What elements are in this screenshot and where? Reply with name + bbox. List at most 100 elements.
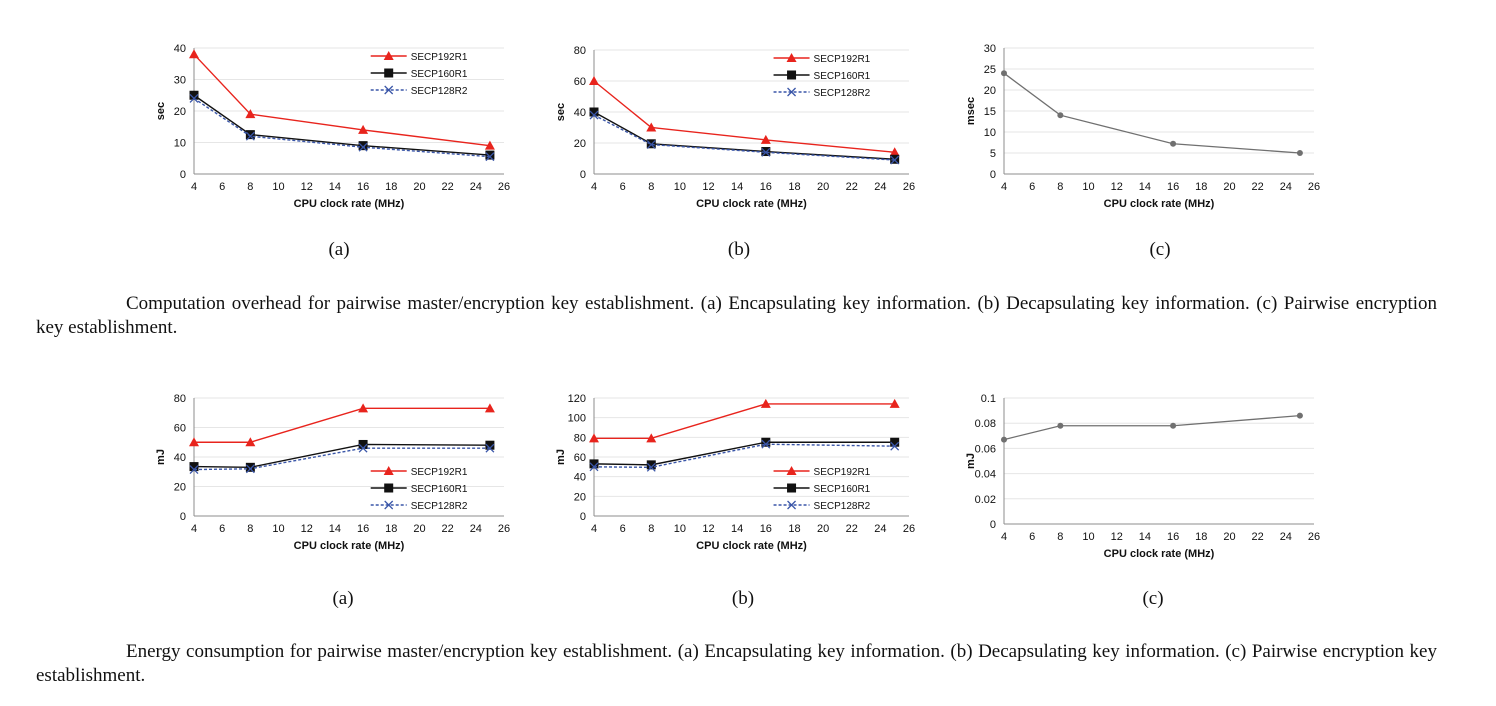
subfigure-label-fig2a: (a) bbox=[332, 588, 354, 609]
legend-label: SECP192R1 bbox=[814, 54, 871, 65]
y-tick-label: 80 bbox=[574, 432, 586, 444]
series-line-secp160r1 bbox=[193, 94, 490, 156]
series-line-series-0 bbox=[1003, 72, 1300, 154]
marker-stroke bbox=[646, 140, 656, 150]
y-axis-title: sec bbox=[155, 102, 167, 120]
marker-stroke bbox=[358, 443, 368, 453]
x-axis-title: CPU clock rate (MHz) bbox=[1104, 198, 1215, 210]
marker-stroke bbox=[358, 142, 368, 152]
y-tick-label: 0 bbox=[990, 519, 996, 531]
data-point bbox=[485, 150, 495, 160]
x-tick-label: 14 bbox=[1139, 531, 1151, 543]
data-point bbox=[245, 130, 255, 140]
x-tick-label: 4 bbox=[191, 181, 197, 193]
data-point bbox=[189, 437, 199, 447]
chart-svg: 0 20 40 60 80 100 120 4 6 8 10 12 14 16 18 20 22 24 26 CPU … bbox=[555, 393, 915, 552]
data-point bbox=[589, 107, 599, 117]
data-point bbox=[589, 76, 599, 85]
chart-fig1c: 0 5 10 15 20 25 30 4 6 8 10 12 14 16 18 20 22 24 26 CPU clo… bbox=[960, 36, 1320, 226]
data-point bbox=[1170, 422, 1177, 429]
marker-stroke bbox=[646, 462, 656, 472]
y-tick-label: 20 bbox=[174, 106, 186, 118]
subfigure-label-fig1b: (b) bbox=[727, 239, 751, 260]
legend-marker bbox=[786, 53, 797, 62]
x-tick-label: 16 bbox=[1167, 531, 1179, 543]
data-point bbox=[646, 462, 656, 472]
x-tick-label: 8 bbox=[1057, 181, 1063, 193]
legend-label: SECP128R2 bbox=[411, 86, 468, 97]
x-tick-label: 22 bbox=[846, 181, 858, 193]
legend-marker bbox=[787, 483, 797, 493]
data-point bbox=[646, 140, 656, 150]
subfigure-label-fig1c: (c) bbox=[1149, 239, 1171, 260]
chart-fig1b: 0 20 40 60 80 4 6 8 10 12 14 16 18 20 22 24 26 CPU clock … bbox=[550, 38, 915, 226]
y-tick-label: 10 bbox=[984, 127, 996, 139]
x-tick-label: 18 bbox=[385, 181, 397, 193]
data-point bbox=[484, 403, 495, 413]
y-tick-label: 120 bbox=[568, 393, 586, 405]
x-tick-label: 10 bbox=[272, 181, 284, 193]
chart-fig1a: 0 10 20 30 40 4 6 8 10 12 14 16 18 20 22 24 26 CPU clock … bbox=[150, 36, 510, 226]
legend-label: SECP192R1 bbox=[814, 467, 871, 478]
marker-stroke bbox=[485, 152, 495, 162]
legend-label: SECP192R1 bbox=[411, 467, 468, 478]
x-tick-label: 12 bbox=[301, 181, 313, 193]
chart-fig2a: 0 20 40 60 80 4 6 8 10 12 14 16 18 20 22 24 26 CPU clock … bbox=[150, 386, 510, 576]
x-tick-label: 22 bbox=[442, 181, 454, 193]
x-tick-label: 20 bbox=[1223, 531, 1235, 543]
x-tick-label: 16 bbox=[760, 523, 772, 535]
x-tick-label: 14 bbox=[731, 523, 743, 535]
chart-svg: 0 20 40 60 80 4 6 8 10 12 14 16 18 20 22 24 26 CPU clock … bbox=[555, 45, 915, 210]
subfigure-label-fig1a: (a) bbox=[328, 239, 350, 260]
x-tick-label: 18 bbox=[1195, 531, 1207, 543]
y-tick-label: 30 bbox=[984, 43, 996, 55]
data-point bbox=[484, 140, 495, 150]
data-point bbox=[485, 443, 495, 453]
x-tick-label: 4 bbox=[591, 181, 597, 193]
data-point bbox=[358, 142, 368, 152]
legend-marker bbox=[787, 87, 797, 97]
data-point bbox=[189, 90, 199, 100]
x-tick-label: 12 bbox=[1111, 181, 1123, 193]
data-point bbox=[761, 147, 771, 157]
y-tick-label: 20 bbox=[984, 85, 996, 97]
data-point bbox=[1057, 112, 1064, 119]
x-tick-label: 16 bbox=[357, 523, 369, 535]
x-tick-label: 16 bbox=[1167, 181, 1179, 193]
marker-stroke bbox=[245, 131, 255, 141]
data-point bbox=[1296, 150, 1303, 156]
y-tick-label: 60 bbox=[574, 76, 586, 88]
data-point bbox=[761, 437, 771, 447]
series-line-secp192r1 bbox=[193, 53, 490, 147]
x-tick-label: 8 bbox=[247, 181, 253, 193]
x-tick-label: 16 bbox=[760, 181, 772, 193]
x-tick-label: 12 bbox=[1111, 531, 1123, 543]
y-axis-title: msec bbox=[965, 97, 977, 125]
x-tick-label: 22 bbox=[846, 523, 858, 535]
marker-stroke bbox=[384, 85, 394, 95]
data-point bbox=[646, 122, 657, 132]
x-tick-label: 10 bbox=[674, 181, 686, 193]
y-tick-label: 0 bbox=[180, 511, 186, 523]
x-tick-label: 6 bbox=[219, 181, 225, 193]
legend-label: SECP128R2 bbox=[814, 88, 871, 99]
y-tick-label: 20 bbox=[574, 491, 586, 503]
x-tick-label: 26 bbox=[903, 523, 915, 535]
y-tick-label: 20 bbox=[574, 138, 586, 150]
series-line-secp192r1 bbox=[593, 80, 895, 153]
marker-stroke bbox=[485, 443, 495, 453]
marker-stroke bbox=[589, 110, 599, 120]
data-point bbox=[1001, 436, 1007, 443]
x-tick-label: 8 bbox=[648, 181, 654, 193]
data-point bbox=[358, 141, 368, 151]
x-tick-label: 24 bbox=[874, 181, 886, 193]
data-point bbox=[189, 462, 199, 472]
x-axis-title: CPU clock rate (MHz) bbox=[696, 198, 807, 210]
x-tick-label: 26 bbox=[1308, 531, 1320, 543]
y-axis-title: mJ bbox=[555, 449, 567, 465]
data-point bbox=[358, 439, 368, 449]
x-tick-label: 8 bbox=[648, 523, 654, 535]
y-tick-label: 60 bbox=[174, 423, 186, 435]
x-tick-label: 4 bbox=[1001, 181, 1007, 193]
series-line-series-0 bbox=[1003, 414, 1300, 441]
